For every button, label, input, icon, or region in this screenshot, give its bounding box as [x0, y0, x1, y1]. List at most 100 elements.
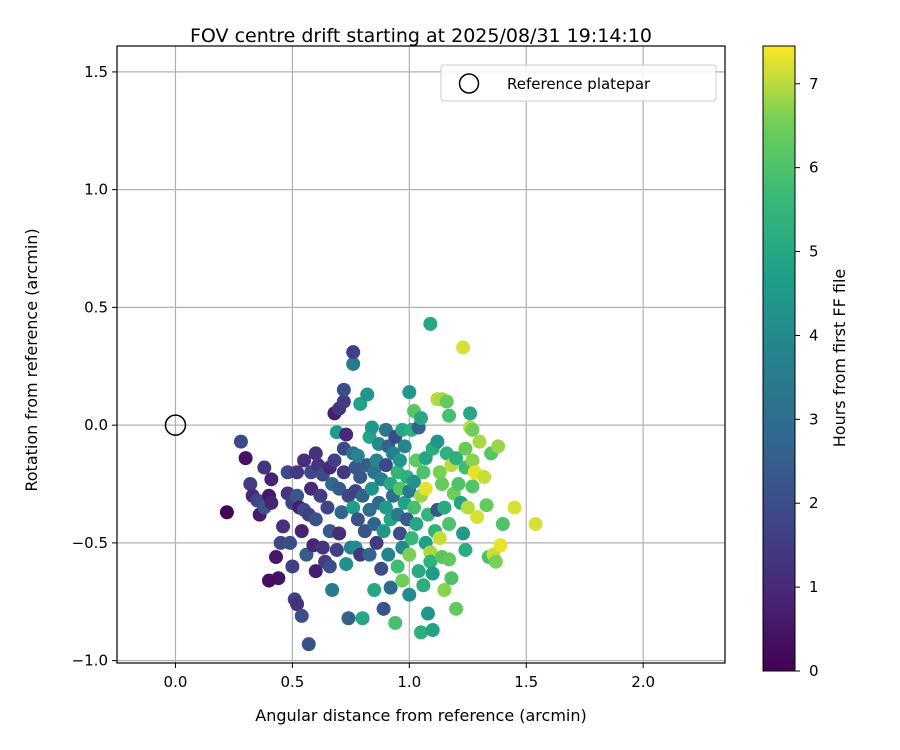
data-point: [402, 587, 417, 602]
data-point: [329, 542, 344, 557]
data-point: [262, 573, 276, 588]
data-point: [320, 500, 335, 515]
data-point: [528, 517, 543, 532]
data-point: [381, 547, 396, 562]
data-point: [409, 517, 424, 532]
data-point: [308, 446, 323, 461]
data-point: [285, 559, 300, 574]
data-point: [336, 394, 351, 409]
data-point: [339, 557, 354, 572]
data-point: [491, 439, 506, 454]
data-point: [378, 458, 393, 473]
data-point: [425, 566, 440, 581]
data-point: [444, 571, 459, 586]
colorbar-tick-label: 5: [809, 243, 819, 261]
x-tick-label: 1.0: [397, 673, 421, 691]
axis-ticks: 0.0 0.5 1.0 1.5 2.0 −1.0 −0.5 0.0 0.5 1.0 1.5: [72, 63, 656, 691]
data-point: [437, 500, 452, 515]
y-tick-label: 1.0: [84, 181, 108, 199]
data-point: [219, 505, 234, 520]
data-point: [416, 465, 431, 480]
data-point: [442, 408, 457, 423]
data-point: [477, 469, 492, 484]
colorbar-gradient: [762, 45, 796, 672]
data-point: [465, 422, 480, 437]
data-point: [463, 406, 478, 421]
data-point: [315, 540, 330, 555]
data-point: [402, 547, 417, 562]
data-point: [414, 625, 428, 640]
data-point: [388, 615, 403, 630]
x-tick-label: 2.0: [631, 673, 655, 691]
data-point: [290, 465, 305, 480]
data-point: [404, 531, 419, 546]
data-point: [390, 559, 405, 574]
data-point: [243, 477, 258, 492]
data-point: [488, 554, 503, 569]
data-point: [493, 538, 508, 553]
data-point: [294, 608, 309, 623]
colorbar-tick-label: 4: [809, 326, 819, 344]
data-point: [322, 559, 337, 574]
colorbar: 0 1 2 3 4 5 6 7 Hours from first FF file: [762, 45, 849, 680]
data-point: [423, 316, 438, 331]
data-point: [376, 601, 391, 616]
data-point: [308, 512, 323, 527]
data-point: [346, 345, 361, 360]
data-points: [219, 316, 543, 652]
data-point: [442, 552, 457, 567]
data-point: [432, 531, 447, 546]
data-point: [313, 488, 328, 503]
data-point: [336, 465, 351, 480]
data-point: [479, 498, 494, 513]
data-point: [392, 453, 407, 468]
y-tick-label: 0.0: [84, 416, 108, 434]
data-point: [414, 411, 428, 426]
data-point: [392, 526, 407, 541]
data-point: [290, 488, 305, 503]
colorbar-ticks: 0 1 2 3 4 5 6 7: [795, 75, 819, 680]
data-point: [430, 434, 445, 449]
data-point: [350, 448, 365, 463]
data-point: [257, 460, 272, 475]
chart-title: FOV centre drift starting at 2025/08/31 …: [190, 25, 652, 47]
data-point: [458, 441, 473, 456]
data-point: [456, 526, 471, 541]
data-point: [353, 469, 368, 484]
data-point: [418, 481, 433, 496]
data-point: [334, 505, 349, 520]
x-axis-label: Angular distance from reference (arcmin): [255, 706, 586, 725]
data-point: [406, 474, 421, 489]
data-point: [364, 481, 379, 496]
data-point: [301, 637, 316, 652]
legend-marker-icon: [458, 73, 480, 94]
data-point: [327, 453, 342, 468]
y-axis-label: Rotation from reference (arcmin): [22, 228, 41, 491]
data-point: [395, 573, 410, 588]
data-point: [439, 394, 454, 409]
data-point: [364, 420, 379, 435]
data-point: [346, 356, 361, 371]
y-tick-label: −0.5: [72, 534, 108, 552]
data-point: [276, 519, 291, 534]
colorbar-label: Hours from first FF file: [830, 269, 849, 448]
data-point: [470, 509, 485, 524]
data-point: [383, 580, 398, 595]
y-tick-label: 0.5: [84, 298, 108, 316]
colorbar-tick-label: 2: [809, 494, 819, 512]
data-point: [308, 564, 323, 579]
y-tick-label: −1.0: [72, 652, 108, 670]
data-point: [233, 434, 248, 449]
data-point: [397, 439, 412, 454]
data-point: [472, 434, 487, 449]
data-point: [336, 382, 351, 397]
data-point: [495, 517, 510, 532]
grid: [117, 46, 725, 663]
reference-layer: [164, 414, 187, 436]
data-point: [456, 340, 471, 355]
data-point: [367, 582, 382, 597]
data-point: [264, 495, 279, 510]
data-point: [297, 453, 312, 468]
legend-label: Reference platepar: [507, 75, 651, 93]
data-point: [416, 578, 431, 593]
